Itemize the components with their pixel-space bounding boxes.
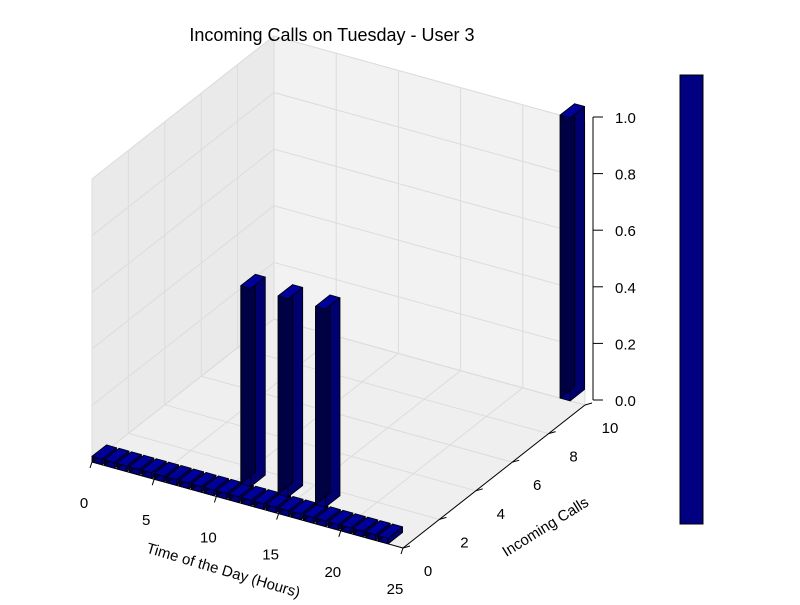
x-tick-label: 5 (142, 512, 150, 529)
z-gridline (91, 35, 586, 180)
x-tick (151, 479, 155, 486)
bar (327, 509, 354, 531)
y-tick-label: 8 (569, 449, 577, 466)
bar (377, 523, 404, 545)
x-tick-label: 20 (324, 564, 341, 581)
bar (240, 273, 266, 488)
bar (277, 284, 304, 498)
z-tick-label: 0.4 (615, 280, 636, 297)
y-tick-label: 4 (497, 506, 505, 523)
y-tick-label: 0 (424, 563, 432, 580)
z-tick-label: 0.0 (615, 393, 636, 410)
z-gridline (91, 261, 586, 406)
x-tick-label: 25 (387, 581, 404, 598)
chart-title: Incoming Calls on Tuesday - User 3 (189, 25, 474, 45)
x-tick-label: 15 (262, 547, 279, 564)
y-tick (439, 516, 447, 520)
y-axis-label: Incoming Calls (499, 494, 591, 561)
x-tick (213, 496, 217, 503)
y-tick-label: 6 (533, 477, 541, 494)
x-tick-label: 10 (200, 529, 217, 546)
y-tick (475, 488, 483, 492)
y-tick (548, 431, 556, 435)
y-tick (402, 545, 411, 549)
x-tick (400, 547, 404, 555)
x-tick-label: 0 (80, 495, 88, 512)
tick-labels: 0 5 10 15 20 25 0 2 4 6 8 10 0.0 0.2 0.4 0.6 0.8 1.0 (80, 110, 636, 598)
z-gridline (91, 148, 586, 293)
z-tick-label: 0.8 (615, 167, 636, 184)
z-gridline (91, 318, 586, 463)
z-tick-label: 0.2 (615, 336, 636, 353)
y-tick (512, 459, 520, 463)
bar (315, 294, 341, 508)
z-tick-label: 0.6 (615, 223, 636, 240)
x-tick (89, 461, 93, 469)
x-tick (276, 513, 280, 520)
y-tick (584, 402, 593, 406)
bar (559, 103, 585, 402)
z-tick-label: 1.0 (615, 110, 636, 127)
y-tick-label: 2 (460, 534, 468, 551)
y-axis-line (402, 404, 586, 549)
z-gridline (91, 92, 586, 236)
y-tick-label: 10 (602, 420, 619, 437)
x-tick (338, 530, 342, 537)
z-gridline (91, 205, 586, 350)
colorbar (679, 74, 704, 525)
bars-group (91, 103, 585, 545)
